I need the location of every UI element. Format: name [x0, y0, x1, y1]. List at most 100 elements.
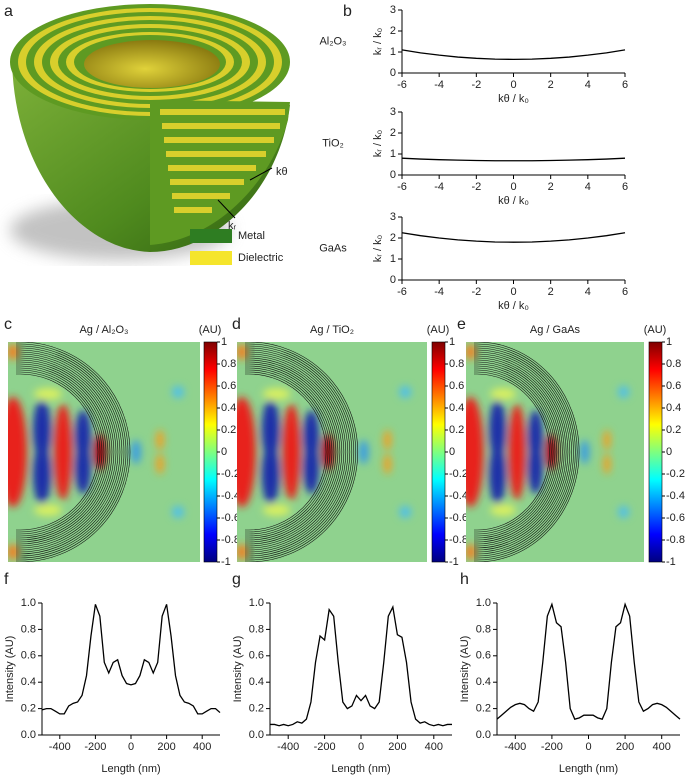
y-tick-label: 1.0: [476, 597, 491, 609]
colorbar-tick-label: 0.2: [221, 424, 236, 436]
x-tick-label: 4: [585, 79, 591, 91]
field-blob: [490, 504, 517, 516]
x-tick-label: 200: [616, 741, 634, 753]
x-tick-label: 200: [388, 741, 406, 753]
shell-layer: [245, 349, 351, 555]
colorbar-tick-label: 0: [221, 446, 227, 458]
shell-layer: [16, 365, 107, 539]
colorbar-label: (AU): [644, 324, 667, 336]
colorbar-tick-label: 0: [666, 446, 672, 458]
field-blob: [172, 386, 184, 398]
x-tick-label: 0: [510, 286, 516, 298]
shell-layer: [16, 363, 109, 541]
field-blob: [8, 397, 27, 507]
material-label: GaAs: [319, 242, 347, 254]
colorbar-tick-label: 0.4: [449, 402, 464, 414]
y-tick-label: 3: [390, 106, 396, 118]
colorbar-label: (AU): [427, 324, 450, 336]
data-line: [401, 49, 626, 61]
y-tick-label: 0.2: [21, 703, 36, 715]
shell-layer: [16, 359, 113, 545]
colorbar-tick-label: 0.4: [666, 402, 681, 414]
x-tick-label: -6: [397, 286, 407, 298]
y-tick-label: 0: [390, 169, 396, 181]
y-tick-label: 0.8: [21, 623, 36, 635]
shell-layer: [16, 367, 105, 537]
shell-layer: [16, 361, 111, 543]
panel-letter: a: [4, 3, 13, 20]
shell-layer: [16, 343, 129, 561]
y-tick-label: 0.2: [476, 703, 491, 715]
colorbar-tick-label: 1: [221, 336, 227, 348]
field-blob: [489, 400, 506, 460]
x-tick-label: 2: [548, 286, 554, 298]
data-line: [496, 602, 681, 720]
data-line: [270, 604, 452, 727]
colorbar-tick-label: 0.6: [221, 380, 236, 392]
field-map: [8, 342, 200, 562]
panel-letter: g: [232, 571, 241, 588]
colorbar-tick-label: 0.8: [449, 358, 464, 370]
x-axis-label: Length (nm): [331, 763, 390, 775]
colorbar-tick-label: -0.4: [666, 490, 685, 502]
data-line: [401, 232, 626, 243]
y-axis-label: kᵣ / k₀: [372, 28, 384, 55]
colorbar-tick-label: 0.4: [221, 402, 236, 414]
field-blob: [490, 388, 517, 400]
colorbar-tick-label: -1: [666, 556, 676, 568]
y-tick-label: 1: [390, 253, 396, 265]
y-tick-label: 0.2: [249, 703, 264, 715]
x-tick-label: -400: [49, 741, 71, 753]
field-blob: [489, 444, 506, 504]
hemisphere-render: [10, 4, 290, 260]
shell-layer: [245, 373, 327, 531]
shell-layer: [245, 355, 345, 549]
shell-layer: [16, 369, 103, 535]
x-axis-label: Length (nm): [101, 763, 160, 775]
colorbar-tick-label: 0.8: [666, 358, 681, 370]
field-pattern: [8, 344, 184, 560]
x-tick-label: 400: [653, 741, 671, 753]
y-tick-label: 0.0: [476, 729, 491, 741]
x-tick-label: 400: [193, 741, 211, 753]
field-blob: [603, 430, 611, 450]
shell-layer: [474, 363, 560, 541]
field-blob: [156, 430, 164, 450]
x-tick-label: 400: [425, 741, 443, 753]
x-tick-label: 0: [128, 741, 134, 753]
shell-layer: [16, 371, 101, 533]
field-blob: [618, 386, 630, 398]
material-label: Al₂O₃: [319, 35, 346, 47]
shell-layer: [474, 357, 565, 547]
field-blob: [34, 388, 62, 400]
shell-layer: [245, 351, 349, 553]
field-blob: [399, 386, 412, 398]
y-tick-label: 0.8: [476, 623, 491, 635]
y-tick-label: 3: [390, 4, 396, 16]
x-axis-label: kθ / k₀: [498, 93, 529, 105]
field-blob: [466, 397, 484, 507]
x-tick-label: 6: [622, 181, 628, 193]
legend-swatch: [190, 251, 232, 265]
x-tick-label: -200: [541, 741, 563, 753]
y-tick-label: 0.4: [21, 676, 36, 688]
field-map: [237, 342, 427, 562]
field-blob: [34, 504, 62, 516]
x-tick-label: 0: [510, 181, 516, 193]
data-line: [41, 604, 221, 715]
colorbar-tick-label: -0.8: [221, 534, 240, 546]
field-blob: [172, 506, 184, 518]
y-tick-label: 0.6: [249, 650, 264, 662]
x-tick-label: 2: [548, 79, 554, 91]
x-tick-label: -4: [434, 286, 444, 298]
field-blob: [156, 454, 164, 474]
shell-layer: [16, 355, 117, 549]
shell-layer: [474, 343, 578, 561]
x-tick-label: 4: [585, 181, 591, 193]
colorbar-tick-label: -0.2: [666, 468, 685, 480]
x-tick-label: 0: [510, 79, 516, 91]
y-tick-label: 2: [390, 25, 396, 37]
colorbar-tick-label: 0.8: [221, 358, 236, 370]
x-tick-label: 0: [358, 741, 364, 753]
arrow-label: kθ: [276, 166, 288, 178]
